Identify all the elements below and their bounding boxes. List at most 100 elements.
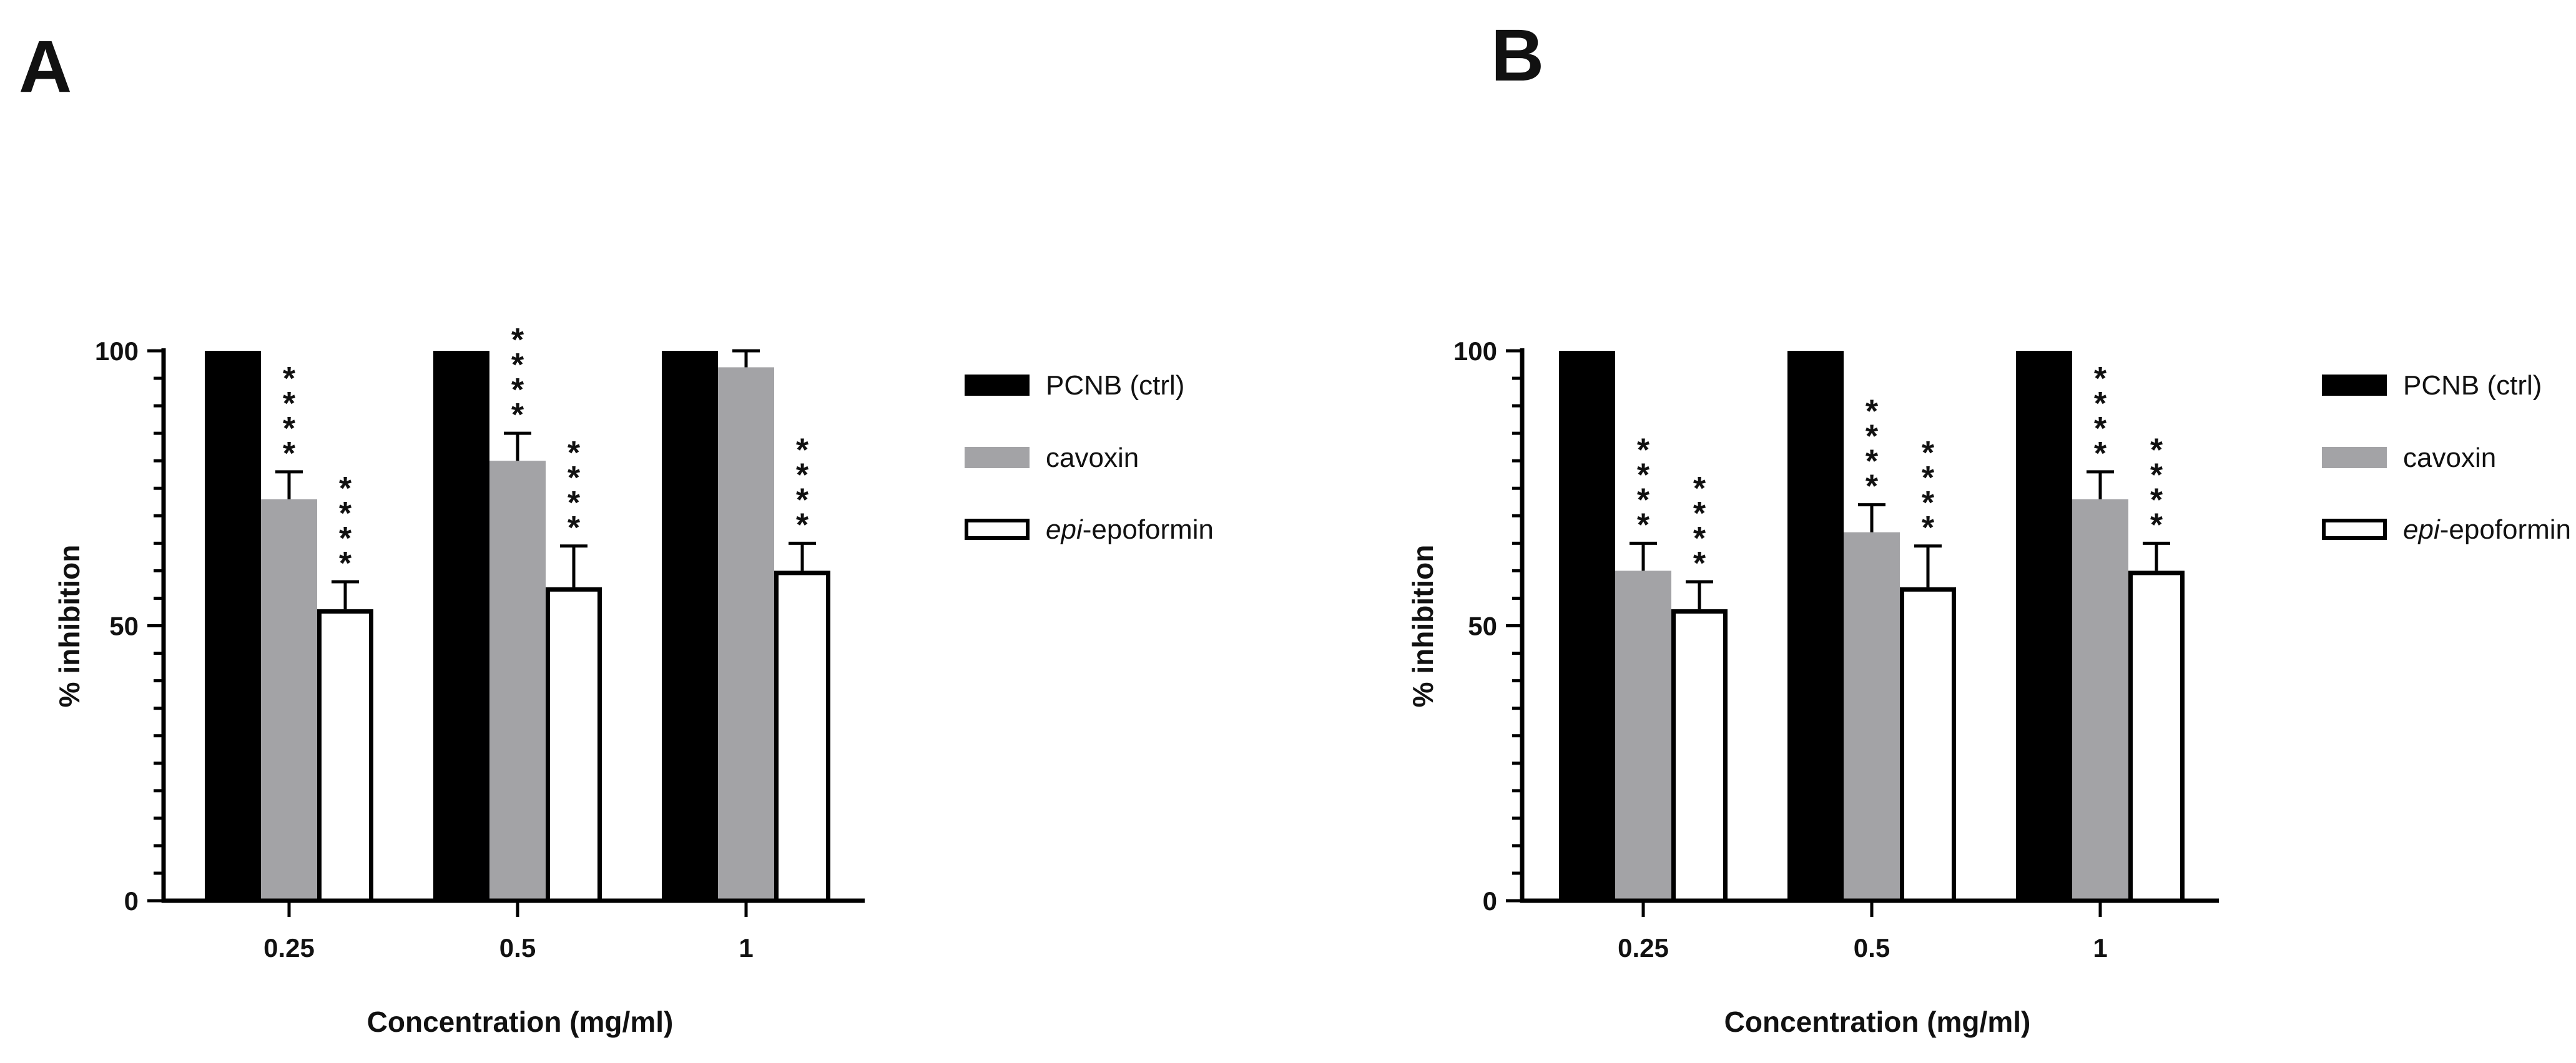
significance-star: * [339,521,352,557]
significance-star: * [511,372,524,408]
legend-swatch-epi [965,519,1030,540]
bar-epi-1 [774,571,830,903]
significance-star: * [1693,546,1706,582]
y-axis-title: % inhibition [53,545,86,708]
significance-star: * [1693,521,1706,557]
legend-label-cavoxin: cavoxin [1046,443,1139,473]
significance-star: * [1637,507,1650,543]
bar-cavoxin-0p5 [489,461,546,901]
y-axis-title: % inhibition [1407,545,1439,708]
panel-label-a: A [19,26,72,108]
legend-label-text: -epoformin [2440,514,2571,545]
significance-star: * [1637,482,1650,518]
y-tick-label: 0 [124,886,139,916]
significance-star: * [339,546,352,582]
legend-swatch-cavoxin [2322,447,2387,468]
bar-pcnb-0p25 [205,351,261,901]
significance-star: * [283,411,296,447]
significance-star: * [568,435,581,471]
significance-epi-0p5: **** [568,435,581,546]
significance-cavoxin-0p5: **** [1866,394,1879,505]
significance-star: * [568,510,581,546]
significance-star: * [2150,432,2163,468]
significance-star: * [2094,436,2107,472]
significance-star: * [1922,460,1935,496]
bar-epi-0p25 [1671,609,1728,903]
significance-epi-0p25: **** [339,471,352,582]
significance-star: * [1693,496,1706,532]
legend-swatch-pcnb [2322,375,2387,396]
bar-cavoxin-0p25 [261,499,317,901]
significance-star: * [1866,419,1879,455]
significance-star: * [1866,444,1879,480]
significance-star: * [2094,411,2107,447]
significance-star: * [339,496,352,532]
significance-star: * [283,436,296,472]
significance-star: * [339,471,352,507]
significance-star: * [2150,457,2163,493]
significance-star: * [1637,432,1650,468]
significance-star: * [511,347,524,383]
x-axis-title: Concentration (mg/ml) [1724,1006,2031,1038]
legend-label-italic-prefix: epi [2403,514,2441,545]
significance-star: * [796,457,809,493]
legend-label-text: PCNB (ctrl) [1046,370,1184,401]
bar-epi-0p5 [1900,587,1956,903]
bar-pcnb-1 [2016,351,2072,901]
legend-label-text: cavoxin [1046,443,1139,473]
bar-cavoxin-0p25 [1615,571,1671,901]
legend: PCNB (ctrl) cavoxin epi-epoformin [965,370,1214,545]
x-tick-label: 0.5 [499,933,536,963]
significance-star: * [1693,471,1706,507]
bar-pcnb-1 [662,351,718,901]
legend-label-pcnb: PCNB (ctrl) [2403,370,2542,401]
x-tick-label: 1 [2093,933,2107,963]
x-tick-label: 0.25 [263,933,315,963]
legend-label-cavoxin: cavoxin [2403,443,2496,473]
legend-swatch-epi [2322,519,2387,540]
significance-star: * [511,322,524,358]
significance-star: * [283,386,296,422]
significance-epi-0p5: **** [1922,435,1935,546]
significance-star: * [796,482,809,518]
significance-star: * [283,361,296,397]
significance-star: * [2094,361,2107,397]
x-tick-label: 0.25 [1618,933,1669,963]
bar-pcnb-0p25 [1559,351,1615,901]
bar-pcnb-0p5 [433,351,489,901]
bar-pcnb-0p5 [1787,351,1844,901]
bar-cavoxin-0p5 [1844,532,1900,901]
legend-label-italic-prefix: epi [1046,514,1083,545]
legend-label-epi: epi-epoformin [2403,514,2571,545]
significance-star: * [2150,482,2163,518]
x-tick-label: 1 [739,933,753,963]
legend-swatch-pcnb [965,375,1030,396]
y-tick-label: 50 [1468,612,1497,641]
significance-star: * [1922,485,1935,521]
significance-epi-1: **** [796,432,809,543]
significance-star: * [1922,510,1935,546]
significance-cavoxin-0p25: **** [283,361,296,472]
bar-epi-0p5 [546,587,602,903]
y-tick-label: 0 [1483,886,1497,916]
legend-label-text: -epoformin [1083,514,1214,545]
y-tick-label: 50 [109,612,139,641]
significance-cavoxin-0p5: **** [511,322,524,433]
significance-star: * [511,397,524,433]
legend-label-epi: epi-epoformin [1046,514,1214,545]
panel-label-b: B [1491,14,1545,97]
significance-star: * [2150,507,2163,543]
significance-epi-0p25: **** [1693,471,1706,582]
significance-star: * [796,432,809,468]
bar-cavoxin-1 [2072,499,2128,901]
legend-label-text: PCNB (ctrl) [2403,370,2542,401]
significance-star: * [568,460,581,496]
y-tick-label: 100 [1453,336,1497,366]
significance-star: * [796,507,809,543]
x-tick-label: 0.5 [1854,933,1890,963]
legend: PCNB (ctrl) cavoxin epi-epoformin [2322,370,2571,545]
significance-star: * [1922,435,1935,471]
